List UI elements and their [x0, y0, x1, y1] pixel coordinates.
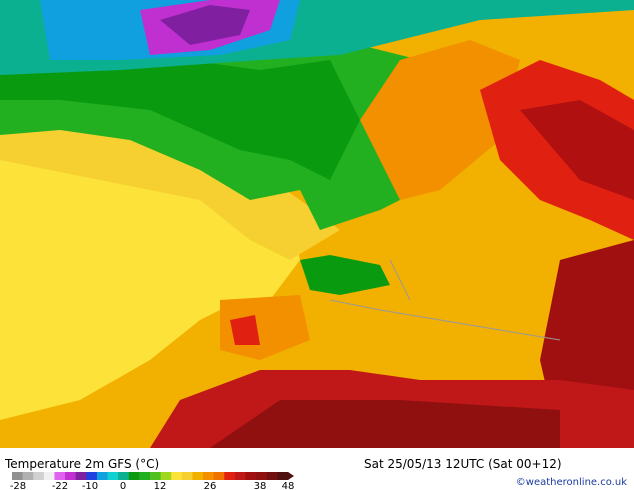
colorbar-swatch — [75, 472, 87, 480]
colorbar-swatch — [160, 472, 172, 480]
colorbar-swatch — [107, 472, 119, 480]
colorbar-tick-label: 12 — [154, 481, 167, 490]
temperature-map — [0, 0, 634, 448]
colorbar-swatch — [150, 472, 162, 480]
colorbar-swatch — [245, 472, 257, 480]
colorbar-swatch — [86, 472, 98, 480]
colorbar-swatch — [171, 472, 183, 480]
colorbar-swatch — [181, 472, 193, 480]
colorbar-swatch — [128, 472, 140, 480]
colorbar-swatch — [192, 472, 204, 480]
colorbar-arrow — [288, 472, 294, 480]
colorbar: -28 -22 -10 0 12 26 38 48 — [10, 472, 295, 490]
colorbar-swatch — [256, 472, 268, 480]
colorbar-swatch — [234, 472, 247, 480]
colorbar-swatch — [12, 472, 24, 480]
colorbar-swatch — [213, 472, 225, 480]
colorbar-swatch — [22, 472, 34, 480]
colorbar-swatch — [33, 472, 45, 480]
colorbar-swatch — [118, 472, 130, 480]
colorbar-swatch — [266, 472, 278, 480]
colorbar-tick-label: 48 — [282, 481, 295, 490]
colorbar-swatch — [54, 472, 66, 480]
colorbar-swatch — [65, 472, 77, 480]
legend-title: Temperature 2m GFS (°C) — [4, 457, 159, 471]
colorbar-swatch — [43, 472, 55, 480]
colorbar-swatch — [203, 472, 215, 480]
colorbar-tick-label: 0 — [120, 481, 126, 490]
colorbar-tick-label: 38 — [254, 481, 267, 490]
colorbar-swatch — [224, 472, 236, 480]
colorbar-tick-label: -10 — [82, 481, 98, 490]
colorbar-swatch — [277, 472, 289, 480]
colorbar-swatch — [96, 472, 109, 480]
credit: ©weatheronline.co.uk — [516, 477, 627, 488]
colorbar-swatch — [139, 472, 151, 480]
colorbar-tick-label: 26 — [204, 481, 217, 490]
colorbar-tick-label: -22 — [52, 481, 68, 490]
colorbar-tick-label: -28 — [10, 481, 26, 490]
run-info: Sat 25/05/13 12UTC (Sat 00+12) — [364, 457, 562, 471]
